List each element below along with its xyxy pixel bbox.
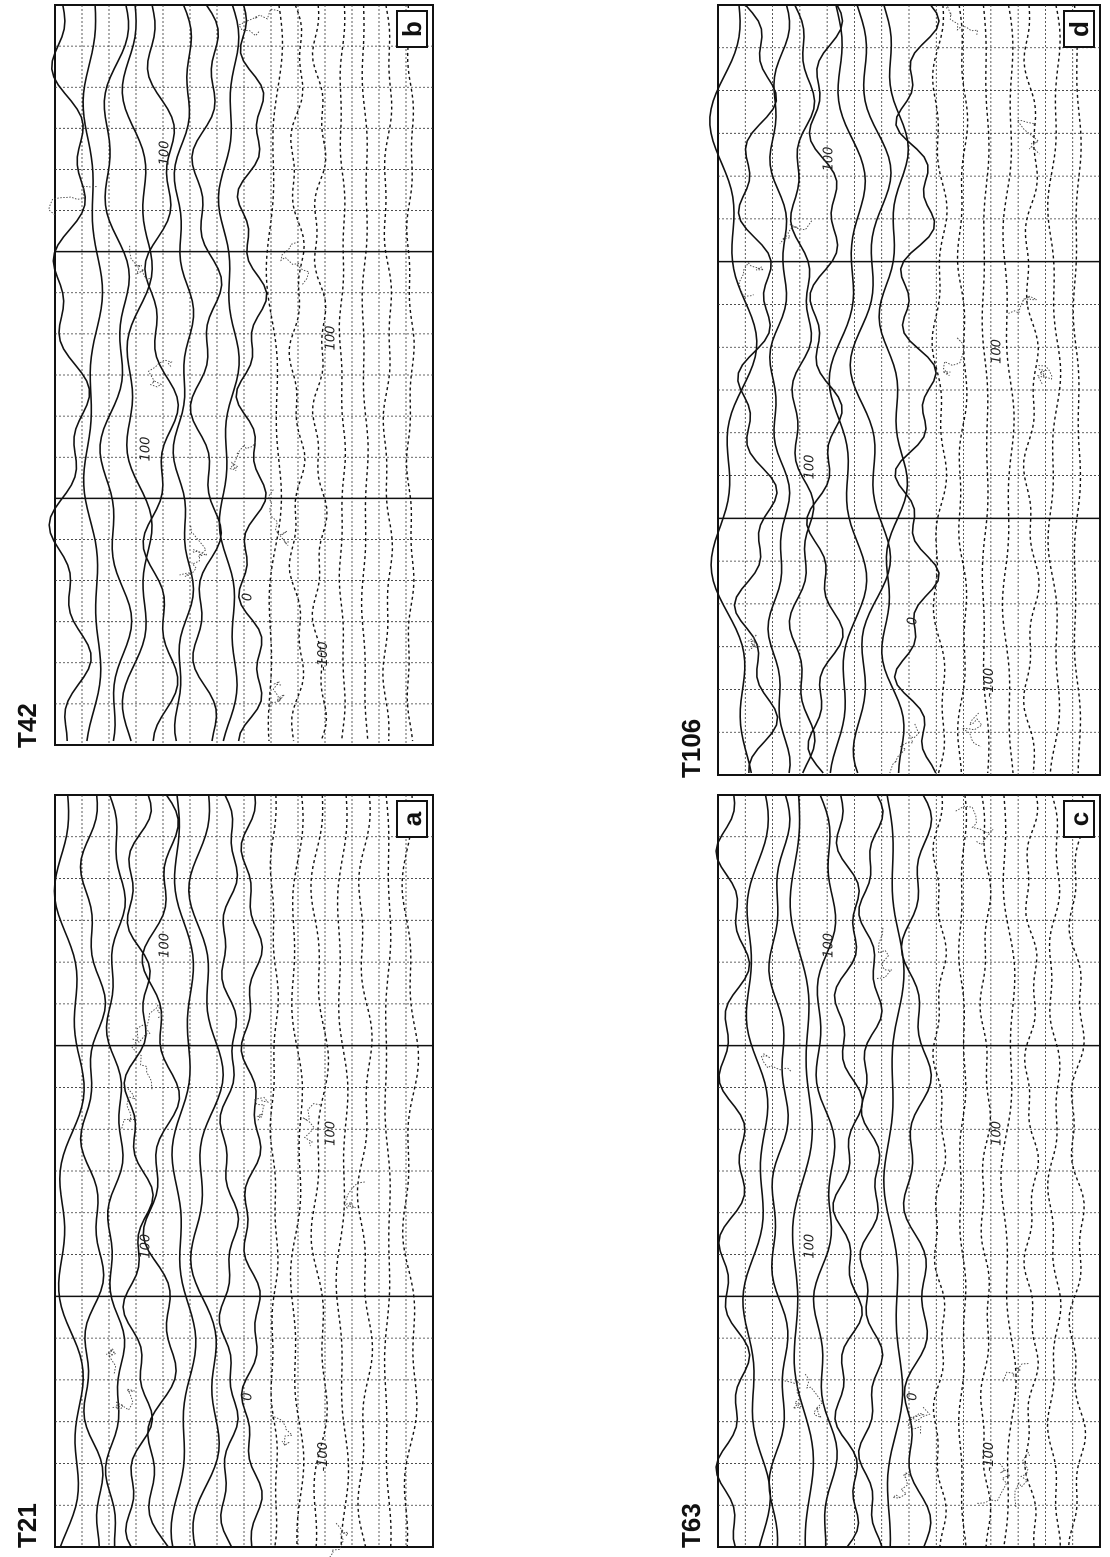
contour-label: 100 [822,147,837,172]
panel-letter: d [1064,21,1094,37]
contour-label: 0 [241,593,256,601]
contour-label: 0 [906,1392,921,1400]
contour-label: 100 [990,339,1005,364]
contour-label: 100 [803,1234,818,1259]
panel-title: T63 [676,1503,706,1548]
panel-title: T42 [12,703,42,748]
contour-label: 100 [822,933,837,958]
contour-label: 100 [990,1121,1005,1146]
contour-label: 100 [324,326,339,351]
panel-letter: b [397,21,427,37]
contour-label: 100 [139,1234,154,1259]
contour-label: -100 [982,668,997,698]
contour-label: 100 [324,1121,339,1146]
contour-label: 0 [241,1392,256,1400]
contour-label: -100 [982,1442,997,1472]
contour-label: 100 [803,455,818,480]
panel-title: T21 [12,1503,42,1548]
contour-label: -100 [316,1442,331,1472]
map-panel: 100 100 0 100 -100 c T63 [676,795,1100,1548]
contour-label: 100 [157,141,172,166]
panel-title: T106 [676,719,706,778]
map-panel: 100 100 0 100 -100 a T21 [12,795,433,1557]
contour-label: 100 [139,437,154,462]
contour-label: 100 [157,933,172,958]
panel-letter: c [1064,812,1094,826]
panel-letter: a [397,811,427,826]
map-panel: 100 100 0 100 -100 b T42 [12,5,433,748]
contour-label: -100 [316,641,331,671]
figure: 1001000100-100aT211001000100-100bT421001… [0,0,1110,1557]
contour-label: 0 [906,617,921,625]
map-panel: 100 100 0 100 -100 d T106 [676,5,1100,778]
